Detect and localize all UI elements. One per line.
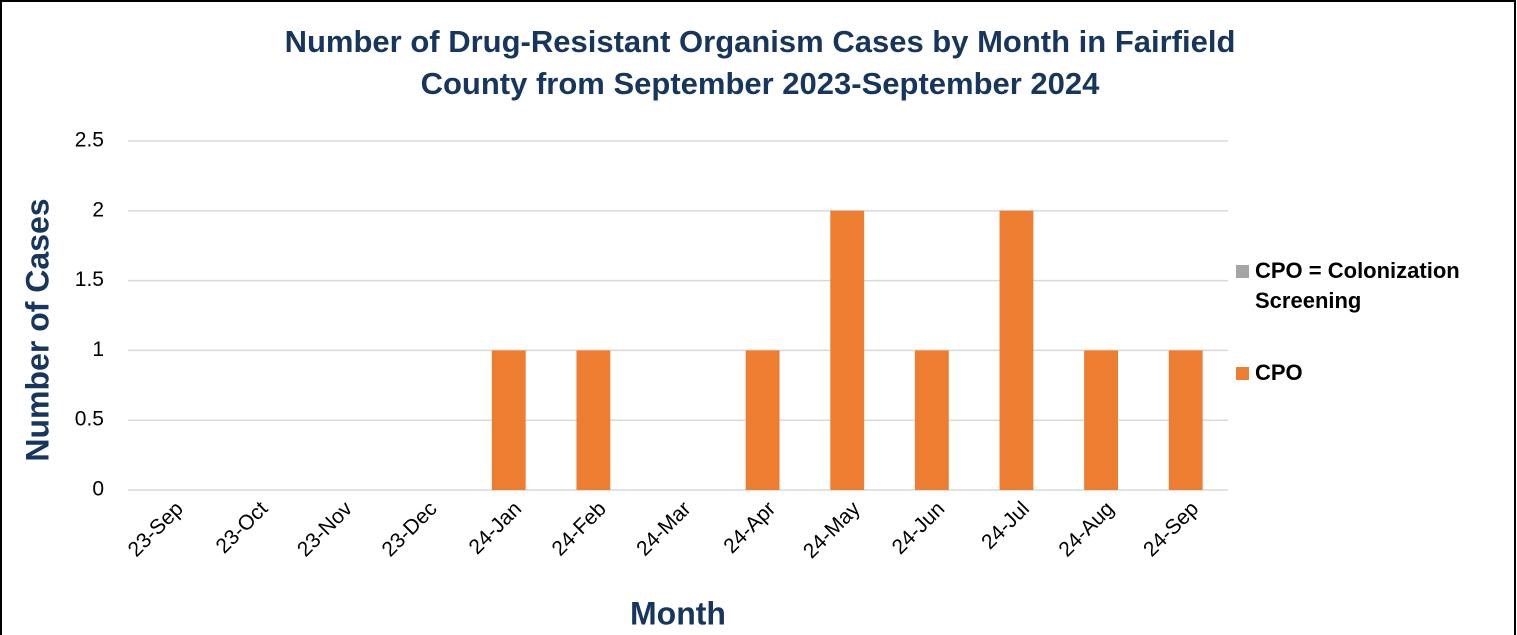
- legend-swatch: [1236, 367, 1249, 380]
- y-tick-label: 0.5: [75, 408, 104, 431]
- legend-label: CPO: [1255, 360, 1303, 385]
- bar: [999, 210, 1034, 491]
- chart-title: Number of Drug-Resistant Organism Cases …: [285, 24, 1236, 59]
- legend-swatch: [1236, 265, 1249, 278]
- bar: [914, 350, 949, 490]
- legend-item: CPO: [1236, 358, 1511, 388]
- y-tick-label: 2.5: [75, 129, 104, 152]
- y-tick-label: 1.5: [75, 268, 104, 291]
- bar: [830, 210, 865, 491]
- bar: [1168, 350, 1203, 490]
- legend-item: CPO = Colonization Screening: [1236, 256, 1511, 316]
- y-tick-label: 2: [92, 198, 104, 221]
- legend-label: CPO = Colonization Screening: [1255, 258, 1460, 313]
- bar: [576, 350, 611, 490]
- y-tick-label: 1: [92, 338, 104, 361]
- bar: [1084, 350, 1118, 490]
- bar: [491, 350, 526, 490]
- legend: CPO = Colonization Screening CPO: [1236, 256, 1511, 430]
- y-tick-label: 0: [92, 478, 104, 501]
- x-axis-title: Month: [630, 595, 726, 631]
- bar: [745, 350, 780, 490]
- y-axis-title: Number of Cases: [19, 198, 55, 461]
- chart-title: County from September 2023-September 202…: [421, 66, 1101, 101]
